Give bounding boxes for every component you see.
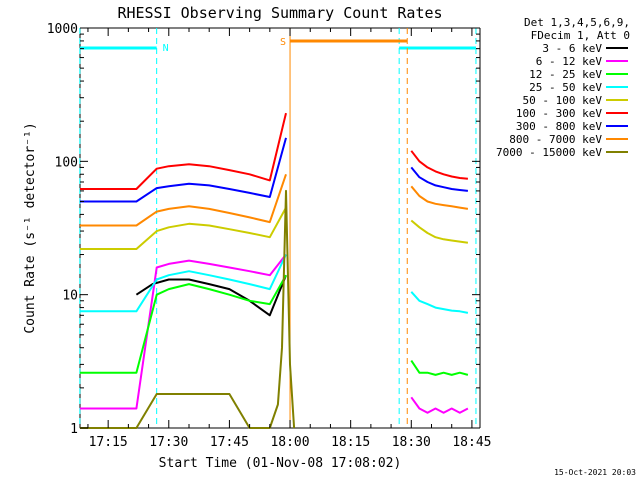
series-line-6to12kev: [79, 253, 469, 414]
flags-layer: NS: [79, 28, 477, 428]
legend-label: 12 - 25 keV: [529, 68, 602, 81]
y-tick-label: 100: [55, 155, 78, 170]
x-tick-label: 17:30: [149, 435, 188, 450]
series-line-100to300kev: [79, 112, 468, 190]
y-axis-label: Count Rate (s⁻¹ detector⁻¹): [23, 122, 38, 333]
legend-label: 100 - 300 keV: [516, 107, 602, 120]
legend: Det 1,3,4,5,6,9, FDecim 1, Att 0 3 - 6 k…: [496, 16, 630, 159]
series-line-3to6kev: [135, 274, 287, 317]
generation-timestamp: 15-Oct-2021 20:03: [554, 468, 636, 477]
ticks-layer: 17:15 17:30 17:45 18:00 18:15 18:30 18:45 1 10 10…: [47, 22, 492, 450]
night-flag-label: N: [163, 43, 169, 54]
x-tick-label: 18:45: [452, 435, 491, 450]
series-line-50to100kev: [79, 207, 469, 250]
series-line-7000to15000kev: [79, 189, 296, 429]
series-layer: [79, 112, 469, 429]
chart-title: RHESSI Observing Summary Count Rates: [117, 4, 442, 22]
x-tick-label: 18:30: [392, 435, 431, 450]
legend-label: 50 - 100 keV: [523, 94, 603, 107]
x-tick-label: 17:45: [210, 435, 249, 450]
legend-label: 300 - 800 keV: [516, 120, 602, 133]
series-line-800to7000kev: [79, 173, 469, 227]
saa-flag-label: S: [280, 37, 286, 48]
series-line-12to25kev: [79, 274, 469, 376]
legend-header-line-1: Det 1,3,4,5,6,9,: [524, 16, 630, 29]
y-tick-label: 1000: [47, 22, 78, 37]
x-tick-label: 17:15: [89, 435, 128, 450]
legend-header-line-2: FDecim 1, Att 0: [531, 29, 630, 42]
legend-label: 25 - 50 keV: [529, 81, 602, 94]
x-tick-label: 18:15: [331, 435, 370, 450]
legend-label: 800 - 7000 keV: [509, 133, 602, 146]
x-tick-label: 18:00: [270, 435, 309, 450]
y-tick-label: 10: [62, 289, 78, 304]
legend-label: 3 - 6 keV: [542, 42, 602, 55]
legend-label: 6 - 12 keV: [536, 55, 603, 68]
y-tick-label: 1: [70, 422, 78, 437]
series-line-300to800kev: [79, 137, 469, 203]
series-line-25to50kev: [79, 254, 469, 314]
legend-label: 7000 - 15000 keV: [496, 146, 602, 159]
x-axis-label: Start Time (01-Nov-08 17:08:02): [159, 456, 402, 471]
